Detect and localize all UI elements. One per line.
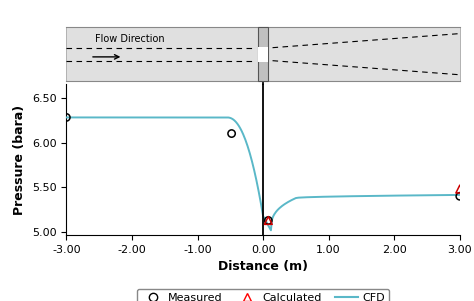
Point xyxy=(264,218,272,223)
Point xyxy=(63,115,70,120)
Point xyxy=(456,194,464,199)
Point xyxy=(228,131,236,136)
Y-axis label: Pressure (bara): Pressure (bara) xyxy=(13,104,27,215)
Legend: Measured, Calculated, CFD: Measured, Calculated, CFD xyxy=(137,289,389,301)
Text: Flow Direction: Flow Direction xyxy=(95,34,164,44)
Point xyxy=(456,187,464,191)
Point xyxy=(264,218,272,223)
X-axis label: Distance (m): Distance (m) xyxy=(218,260,308,273)
